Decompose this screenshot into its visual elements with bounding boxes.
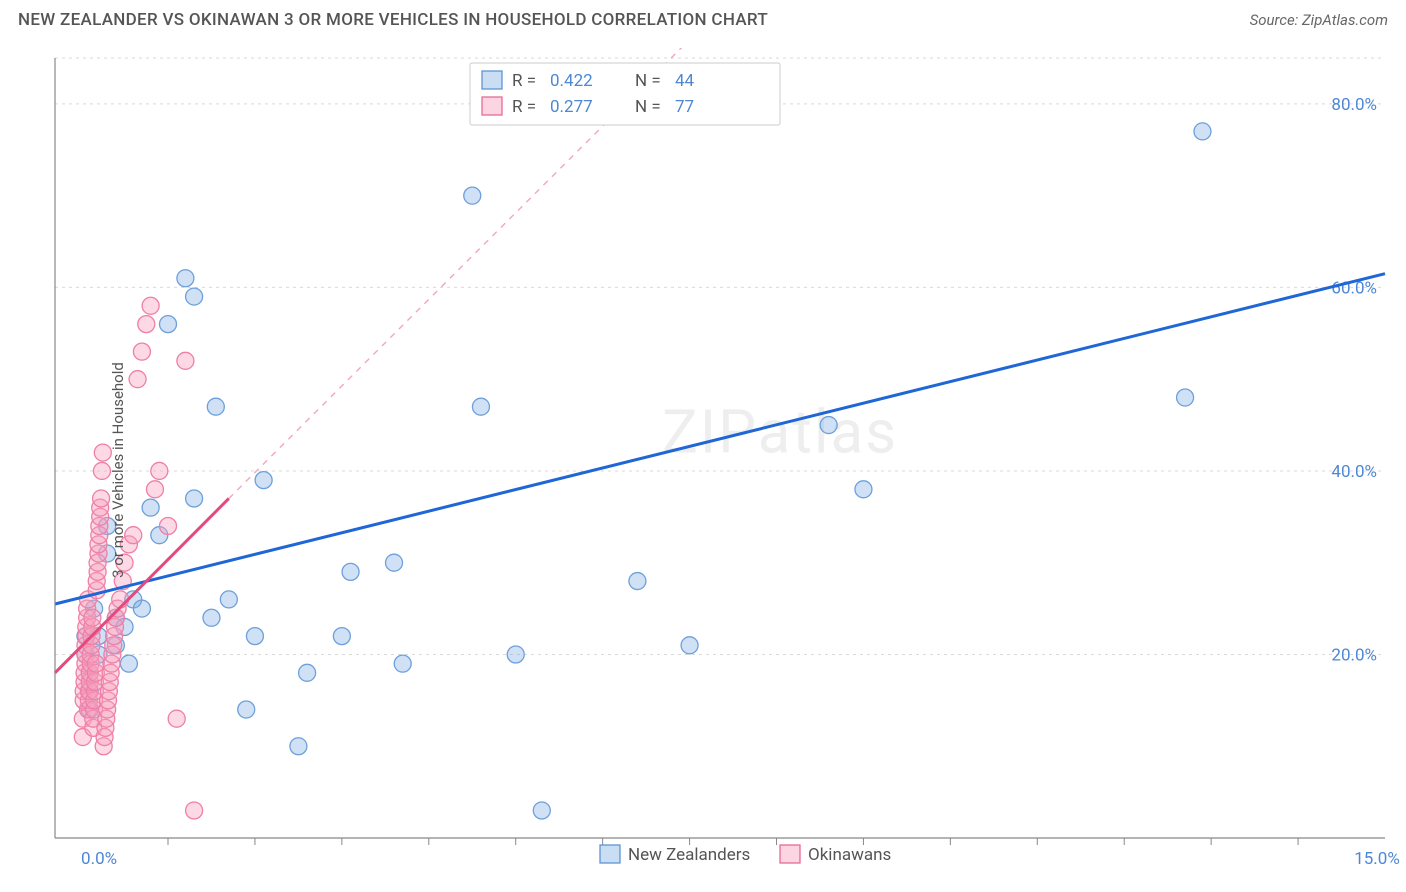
scatter-chart: 20.0%40.0%60.0%80.0%ZIPatlas0.0%15.0%R =… — [0, 48, 1406, 892]
data-point — [168, 710, 185, 727]
data-point — [203, 609, 220, 626]
data-point — [177, 270, 194, 287]
chart-source: Source: ZipAtlas.com — [1250, 11, 1388, 29]
watermark-text: ZIPatlas — [662, 397, 898, 468]
data-point — [129, 371, 146, 388]
data-point — [681, 637, 698, 654]
data-point — [186, 288, 203, 305]
data-point — [133, 343, 150, 360]
chart-header: NEW ZEALANDER VS OKINAWAN 3 OR MORE VEHI… — [0, 0, 1406, 36]
data-point — [255, 472, 272, 489]
y-tick-label: 40.0% — [1331, 462, 1377, 482]
data-point — [142, 499, 159, 516]
x-tick-label: 15.0% — [1354, 849, 1400, 869]
data-point — [333, 628, 350, 645]
legend-swatch-ok — [780, 845, 800, 863]
data-point — [1194, 123, 1211, 140]
data-point — [146, 481, 163, 498]
data-point — [142, 297, 159, 314]
chart-title: NEW ZEALANDER VS OKINAWAN 3 OR MORE VEHI… — [18, 10, 768, 30]
data-point — [133, 600, 150, 617]
data-point — [120, 655, 137, 672]
data-point — [160, 316, 177, 333]
legend-r-value: 0.422 — [550, 71, 593, 91]
legend-n-label: N = — [635, 71, 661, 91]
data-point — [533, 802, 550, 819]
data-point — [220, 591, 237, 608]
y-tick-label: 20.0% — [1331, 645, 1377, 665]
data-point — [629, 573, 646, 590]
data-point — [472, 398, 489, 415]
data-point — [290, 738, 307, 755]
data-point — [186, 802, 203, 819]
data-point — [820, 417, 837, 434]
data-point — [84, 609, 101, 626]
data-point — [186, 490, 203, 507]
legend-n-value: 44 — [675, 71, 695, 91]
data-point — [386, 554, 403, 571]
data-point — [93, 490, 110, 507]
legend-r-label: R = — [512, 97, 536, 117]
y-axis-label: 3 or more Vehicles in Household — [109, 362, 127, 578]
data-point — [299, 664, 316, 681]
data-point — [151, 462, 168, 479]
bottom-legend-label: Okinawans — [808, 845, 891, 865]
data-point — [238, 701, 255, 718]
data-point — [138, 316, 155, 333]
legend-r-label: R = — [512, 71, 536, 91]
legend-n-label: N = — [635, 97, 661, 117]
data-point — [87, 655, 104, 672]
data-point — [177, 352, 194, 369]
data-point — [342, 563, 359, 580]
data-point — [160, 518, 177, 535]
bottom-legend-label: New Zealanders — [628, 845, 750, 865]
data-point — [207, 398, 224, 415]
legend-n-value: 77 — [675, 97, 694, 117]
trend-line-ok-solid — [55, 498, 229, 672]
trend-line-nz — [55, 274, 1385, 604]
legend-swatch-nz — [600, 845, 620, 863]
data-point — [464, 187, 481, 204]
data-point — [1177, 389, 1194, 406]
legend-swatch-ok — [482, 97, 502, 115]
data-point — [855, 481, 872, 498]
legend-r-value: 0.277 — [550, 97, 593, 117]
chart-area: 3 or more Vehicles in Household 20.0% 40.… — [0, 48, 1406, 892]
y-tick-label: 80.0% — [1331, 95, 1377, 115]
data-point — [507, 646, 524, 663]
data-point — [125, 527, 142, 544]
data-point — [246, 628, 263, 645]
legend-swatch-nz — [482, 71, 502, 89]
data-point — [394, 655, 411, 672]
x-tick-label: 0.0% — [81, 849, 117, 869]
